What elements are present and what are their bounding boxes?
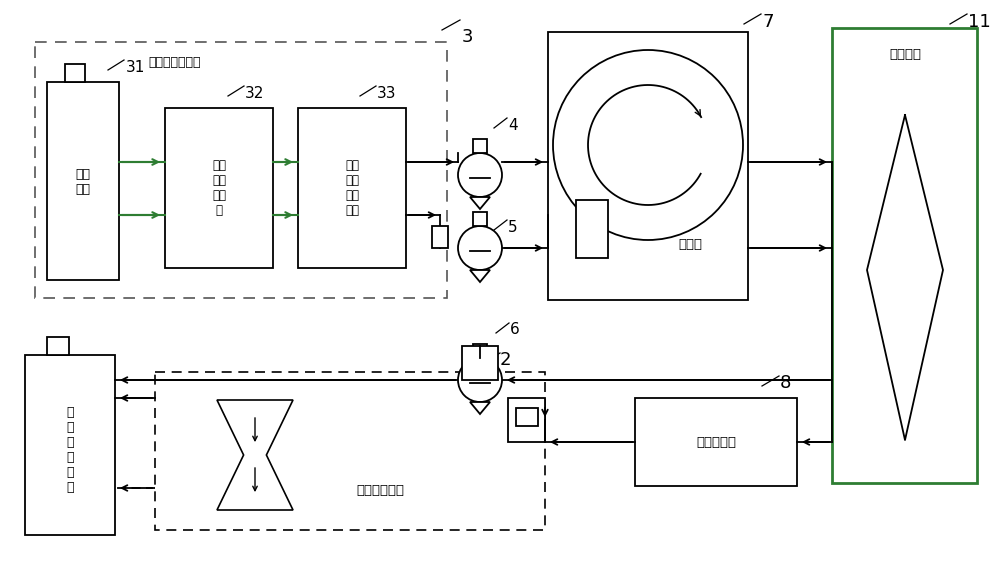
Text: 8: 8 (780, 374, 791, 392)
Text: 垃
坏
处
理
装
置: 垃 坏 处 理 装 置 (66, 406, 74, 494)
Bar (473, 139, 487, 153)
Text: 6: 6 (510, 323, 520, 337)
Bar (155, 372, 545, 530)
Text: 紫外检测器: 紫外检测器 (696, 435, 736, 448)
Bar (65, 64, 85, 82)
Text: 5: 5 (508, 221, 518, 235)
Polygon shape (470, 402, 490, 414)
Text: 11: 11 (968, 13, 991, 31)
Polygon shape (470, 197, 490, 209)
Text: 3: 3 (462, 28, 474, 46)
Text: 流动
相采
集装
置: 流动 相采 集装 置 (212, 159, 226, 217)
Circle shape (458, 358, 502, 402)
Polygon shape (217, 400, 293, 510)
Bar (25, 355, 115, 535)
Circle shape (458, 153, 502, 197)
Text: 电喷雾质谱仪: 电喷雾质谱仪 (356, 483, 404, 496)
Text: 4: 4 (508, 118, 518, 132)
Polygon shape (470, 270, 490, 282)
Bar (35, 42, 447, 298)
Bar (298, 108, 406, 268)
Bar (473, 344, 487, 358)
Text: 进样器: 进样器 (678, 238, 702, 251)
Bar (47, 82, 119, 280)
Bar (432, 226, 448, 248)
Bar (47, 337, 69, 355)
Text: 流动
相除
气泡
装置: 流动 相除 气泡 装置 (345, 159, 359, 217)
Bar (832, 28, 977, 483)
Text: 流动相处理装置: 流动相处理装置 (149, 55, 201, 68)
Text: 流动
相平: 流动 相平 (76, 168, 90, 196)
Bar (516, 408, 538, 426)
Text: 33: 33 (377, 85, 396, 101)
Text: 分离腔室: 分离腔室 (889, 49, 921, 62)
Text: 2: 2 (500, 351, 512, 369)
Bar (576, 200, 608, 258)
Bar (508, 398, 545, 442)
Bar (548, 32, 748, 300)
Bar (635, 398, 797, 486)
Text: 31: 31 (126, 61, 145, 75)
Circle shape (553, 50, 743, 240)
Circle shape (458, 226, 502, 270)
Text: 32: 32 (245, 85, 264, 101)
Bar (473, 212, 487, 226)
Bar (462, 346, 498, 380)
Text: 7: 7 (762, 13, 774, 31)
Bar (165, 108, 273, 268)
